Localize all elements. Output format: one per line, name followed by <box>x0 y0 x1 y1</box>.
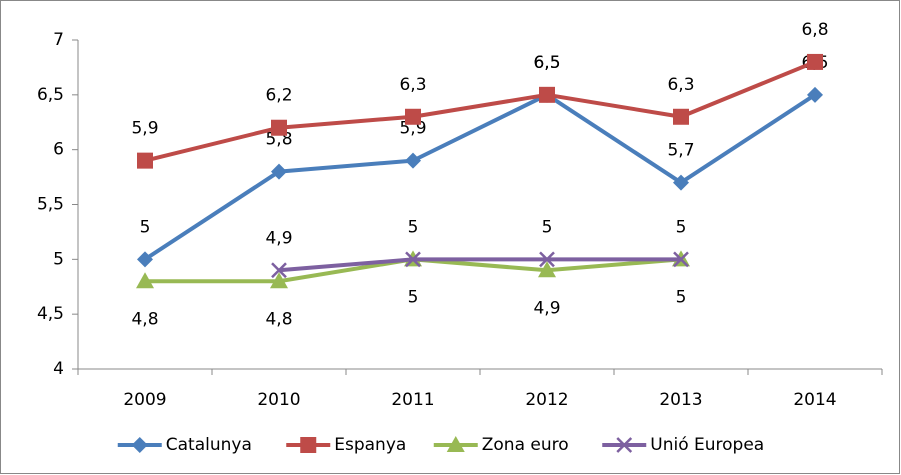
data-point <box>270 272 288 289</box>
data-point <box>137 251 153 268</box>
data-point <box>271 119 287 136</box>
legend-item: Unió Europea <box>602 435 764 455</box>
data-label: 5 <box>408 217 419 237</box>
data-label: 4,9 <box>533 298 560 318</box>
y-tick-label: 6 <box>53 140 64 160</box>
data-point <box>271 163 287 180</box>
data-label: 4,8 <box>265 309 292 329</box>
data-point <box>539 251 555 268</box>
data-label: 6,5 <box>533 53 560 73</box>
series-line <box>278 257 681 273</box>
data-point <box>405 108 421 125</box>
y-tick-label: 5,5 <box>37 195 64 215</box>
x-tick-label: 2014 <box>793 390 836 410</box>
y-tick-label: 4 <box>53 359 64 379</box>
data-point <box>538 261 556 278</box>
series-line <box>143 92 817 262</box>
data-point <box>807 86 823 103</box>
data-label: 6,3 <box>667 75 694 95</box>
legend-item: Espanya <box>286 435 406 455</box>
legend-label: Zona euro <box>482 435 569 455</box>
legend-marker <box>300 437 317 453</box>
series-line <box>144 60 816 163</box>
legend-marker <box>131 437 148 453</box>
legend-item: Zona euro <box>433 435 569 455</box>
data-point <box>673 251 689 268</box>
data-point <box>271 262 287 279</box>
x-tick-label: 2012 <box>525 390 568 410</box>
y-tick-label: 5 <box>53 249 64 269</box>
data-point <box>405 152 421 169</box>
y-tick-label: 6,5 <box>37 85 64 105</box>
data-point <box>673 108 689 125</box>
y-tick-label: 7 <box>53 30 64 50</box>
data-label: 6,2 <box>265 86 292 106</box>
legend-marker <box>446 436 465 452</box>
legend-label: Espanya <box>334 435 406 455</box>
x-tick-label: 2013 <box>659 390 702 410</box>
data-label: 6,5 <box>533 53 560 73</box>
data-point <box>673 174 689 191</box>
legend-label: Catalunya <box>166 435 252 455</box>
data-point <box>405 251 421 268</box>
y-tick-label: 4,5 <box>37 304 64 324</box>
data-label: 5,9 <box>131 119 158 139</box>
data-label: 5 <box>542 217 553 237</box>
legend-marker <box>616 437 633 453</box>
x-tick-label: 2010 <box>257 390 300 410</box>
data-label: 5,7 <box>667 141 694 161</box>
data-label: 6,8 <box>801 20 828 40</box>
data-point <box>136 272 154 289</box>
data-label: 6,3 <box>399 75 426 95</box>
data-label: 5 <box>676 217 687 237</box>
x-tick-label: 2011 <box>391 390 434 410</box>
data-label: 5 <box>140 217 151 237</box>
data-label: 4,8 <box>131 309 158 329</box>
legend-item: Catalunya <box>117 435 252 455</box>
data-point <box>807 53 823 70</box>
data-point <box>137 152 153 169</box>
data-point <box>539 86 555 103</box>
legend-label: Unió Europea <box>650 435 764 455</box>
data-label: 4,9 <box>265 228 292 248</box>
data-label: 5 <box>676 287 687 307</box>
data-label: 5 <box>408 287 419 307</box>
x-tick-label: 2009 <box>123 390 166 410</box>
